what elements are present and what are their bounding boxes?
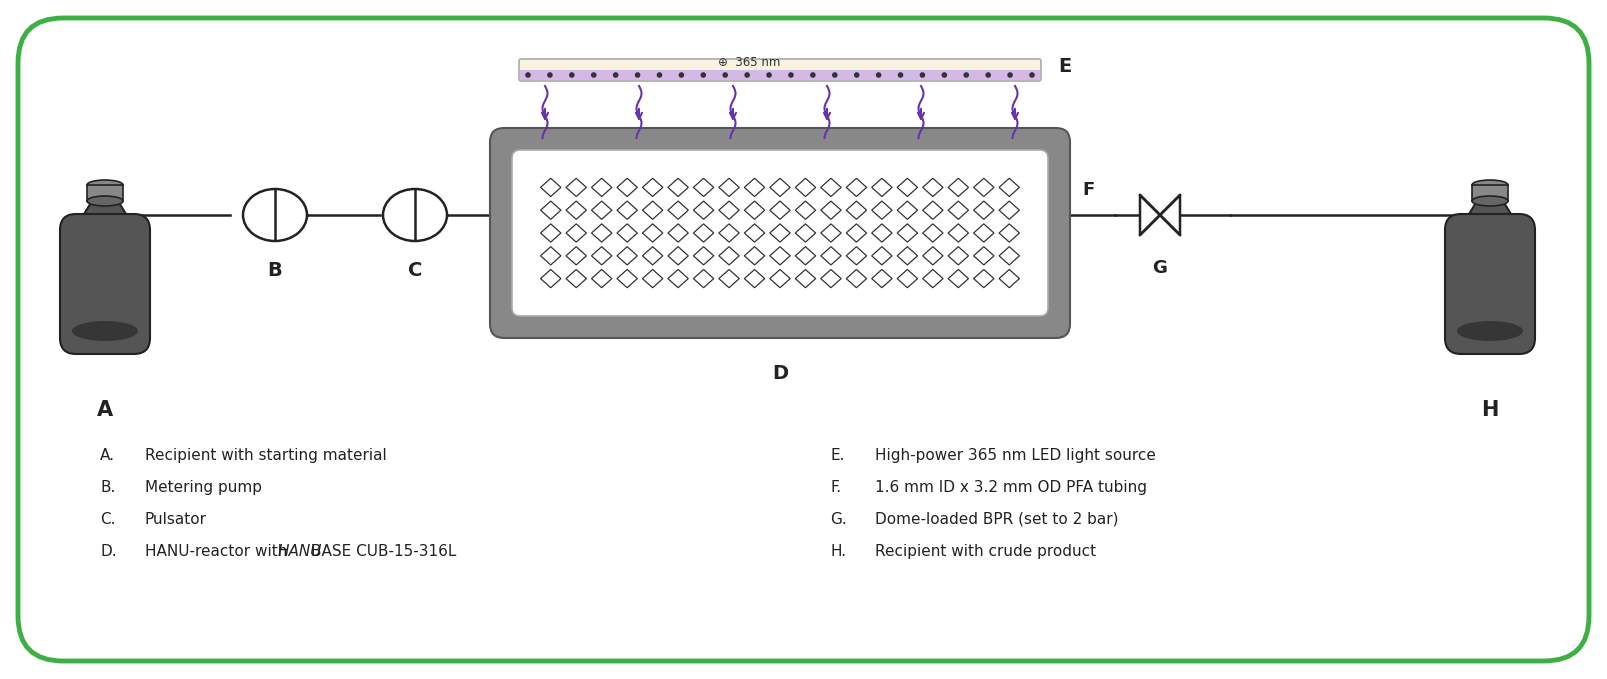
Ellipse shape (87, 196, 124, 206)
Ellipse shape (382, 189, 447, 241)
Text: B.: B. (100, 480, 116, 495)
Circle shape (1008, 72, 1012, 78)
Text: G.: G. (829, 512, 847, 527)
FancyBboxPatch shape (18, 18, 1589, 661)
Text: A.: A. (100, 448, 116, 463)
Polygon shape (1472, 185, 1507, 201)
Polygon shape (80, 201, 129, 219)
Circle shape (612, 72, 619, 78)
Circle shape (569, 72, 575, 78)
Text: A: A (96, 400, 112, 420)
Text: Metering pump: Metering pump (145, 480, 262, 495)
Text: C: C (408, 261, 423, 280)
FancyBboxPatch shape (513, 150, 1048, 316)
Ellipse shape (1472, 196, 1507, 206)
Text: Pulsator: Pulsator (145, 512, 207, 527)
Polygon shape (1139, 195, 1160, 235)
Text: HANU-reactor with: HANU-reactor with (145, 544, 292, 559)
Text: C.: C. (100, 512, 116, 527)
Circle shape (853, 72, 860, 78)
Polygon shape (87, 185, 124, 201)
Text: B: B (268, 261, 283, 280)
Text: BASE CUB-15-316L: BASE CUB-15-316L (312, 544, 456, 559)
Text: E.: E. (829, 448, 845, 463)
Bar (521, 70, 1040, 80)
Circle shape (546, 72, 553, 78)
Circle shape (657, 72, 662, 78)
Ellipse shape (72, 321, 138, 341)
Circle shape (591, 72, 596, 78)
Text: H.: H. (829, 544, 847, 559)
Circle shape (876, 72, 881, 78)
Circle shape (942, 72, 947, 78)
Circle shape (767, 72, 771, 78)
Ellipse shape (243, 189, 307, 241)
Circle shape (964, 72, 969, 78)
FancyBboxPatch shape (490, 128, 1070, 338)
Text: E: E (1057, 56, 1072, 75)
Text: G: G (1152, 259, 1167, 277)
Ellipse shape (1472, 180, 1507, 190)
Polygon shape (1466, 201, 1514, 219)
Circle shape (744, 72, 750, 78)
Text: ⊕  365 nm: ⊕ 365 nm (718, 56, 779, 69)
Circle shape (787, 72, 794, 78)
FancyBboxPatch shape (59, 214, 149, 354)
Ellipse shape (87, 180, 124, 190)
Circle shape (810, 72, 816, 78)
Text: High-power 365 nm LED light source: High-power 365 nm LED light source (874, 448, 1155, 463)
Text: 1.6 mm ID x 3.2 mm OD PFA tubing: 1.6 mm ID x 3.2 mm OD PFA tubing (874, 480, 1147, 495)
Circle shape (678, 72, 685, 78)
Text: HANU: HANU (278, 544, 323, 559)
Circle shape (919, 72, 926, 78)
Ellipse shape (1458, 321, 1523, 341)
Circle shape (985, 72, 992, 78)
Circle shape (832, 72, 837, 78)
Circle shape (525, 72, 530, 78)
Text: Recipient with crude product: Recipient with crude product (874, 544, 1096, 559)
Circle shape (701, 72, 705, 78)
Text: F: F (1082, 181, 1094, 199)
Circle shape (1028, 72, 1035, 78)
Circle shape (635, 72, 640, 78)
Circle shape (898, 72, 903, 78)
Text: Recipient with starting material: Recipient with starting material (145, 448, 387, 463)
Text: D.: D. (100, 544, 117, 559)
Text: H: H (1482, 400, 1499, 420)
FancyBboxPatch shape (519, 59, 1041, 81)
Circle shape (723, 72, 728, 78)
Text: D: D (771, 364, 787, 383)
Text: F.: F. (829, 480, 840, 495)
FancyBboxPatch shape (1445, 214, 1535, 354)
Text: Dome-loaded BPR (set to 2 bar): Dome-loaded BPR (set to 2 bar) (874, 512, 1118, 527)
Polygon shape (1160, 195, 1180, 235)
